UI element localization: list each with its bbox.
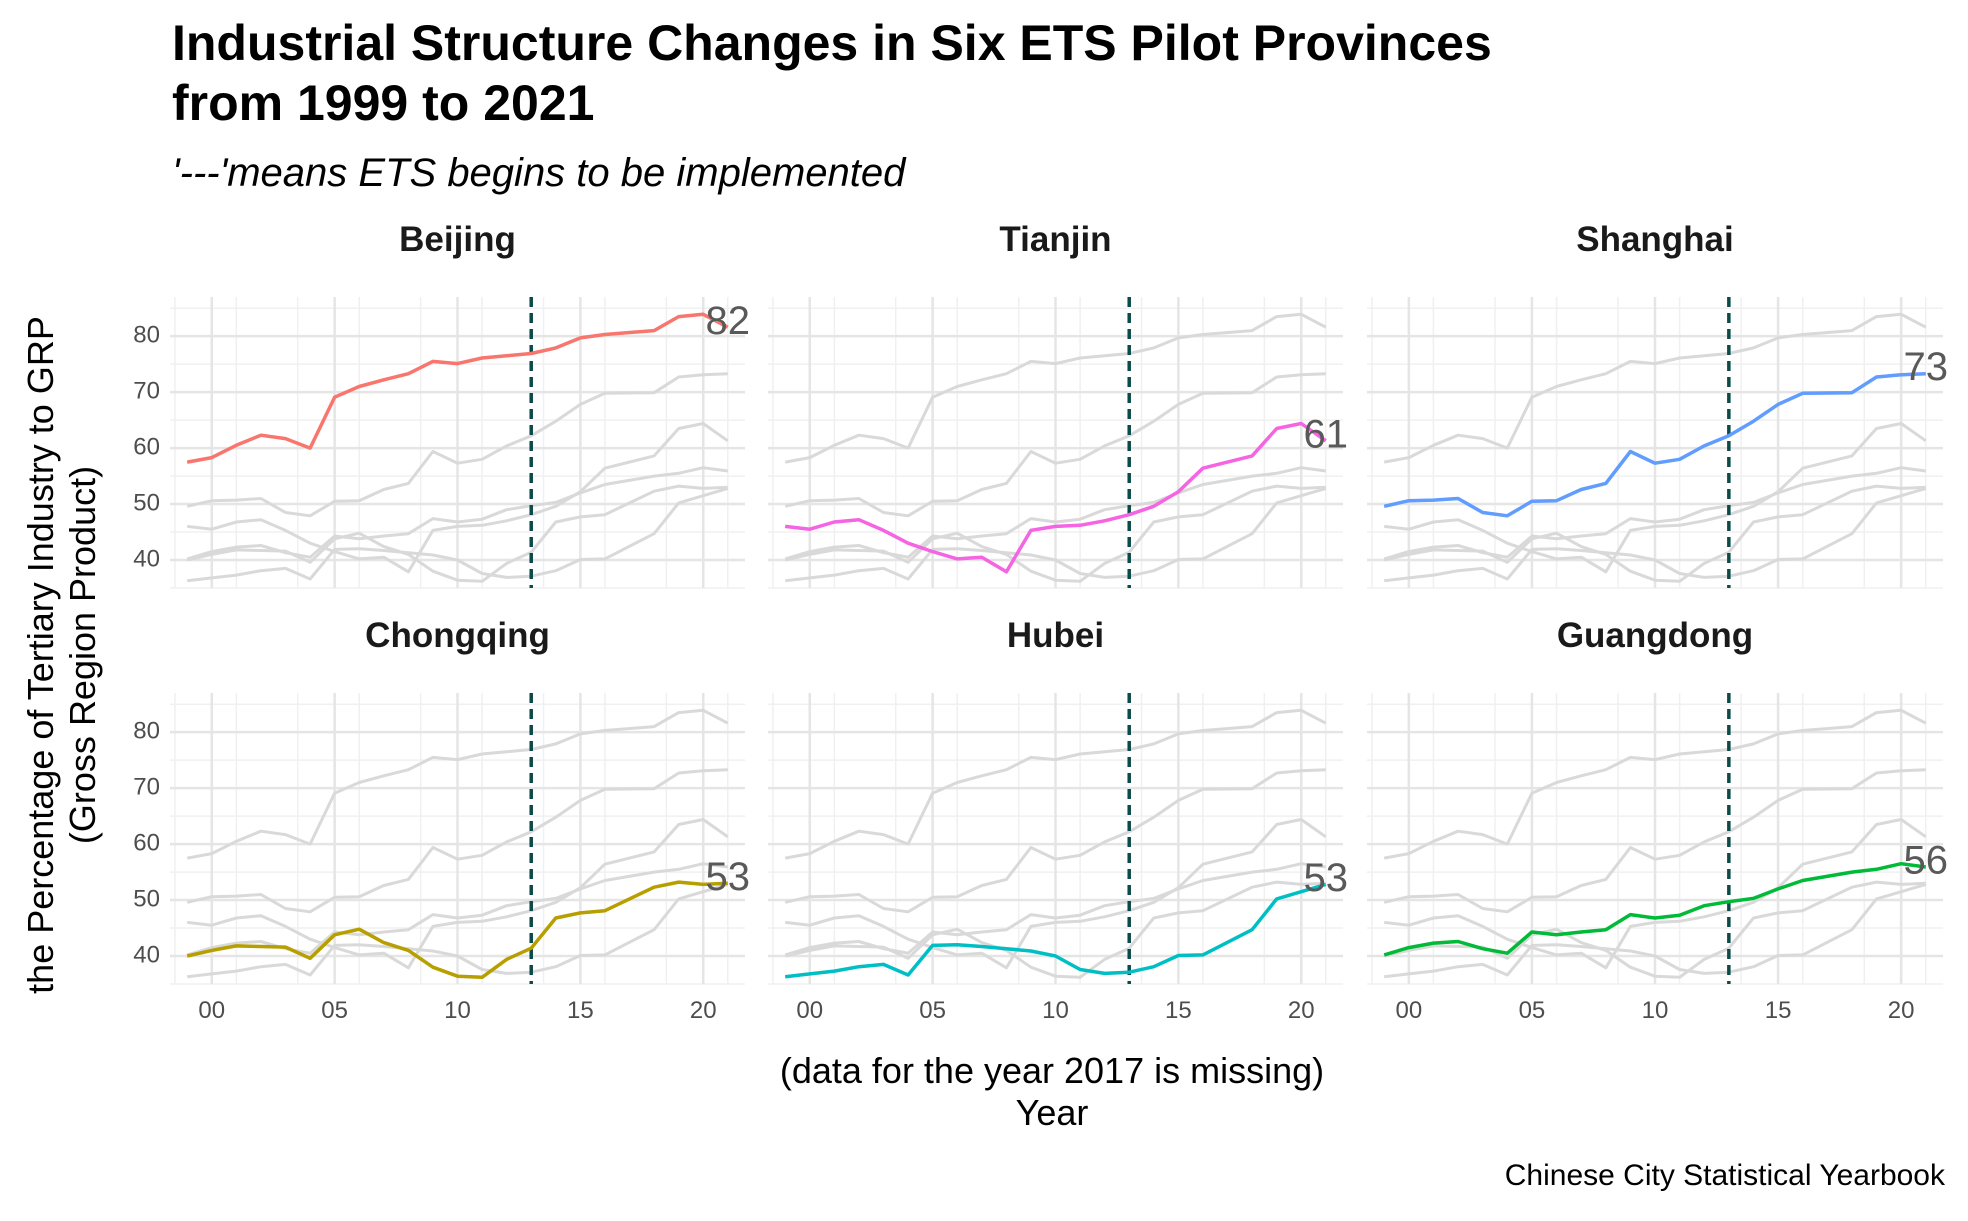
background-line-hubei [187,882,729,979]
y-axis-title-line-2: (Gross Region Product) [62,466,103,844]
background-line-beijing [784,312,1327,464]
facet-title-guangdong: Guangdong [1557,616,1753,655]
x-tick-label: 20 [1288,997,1315,1024]
panel-guangdong: 56 Guangdong 00 05 10 15 20 [1367,616,1948,1024]
x-tick-label: 00 [796,997,823,1024]
y-tick-label: 50 [133,885,160,912]
background-line-guangdong [784,466,1326,561]
series-line-tianjin [785,421,1327,574]
y-tick-label: 80 [133,718,160,745]
background-line-guangdong [186,466,728,561]
facet-title-hubei: Hubei [1007,616,1104,655]
x-tick-label: 10 [1042,997,1069,1024]
x-axis-title-line-1: (data for the year 2017 is missing) [780,1050,1324,1091]
end-label-chongqing: 53 [706,855,751,899]
series-line-shanghai [1383,371,1926,518]
background-line-chongqing [784,484,1326,583]
facet-title-shanghai: Shanghai [1576,220,1734,259]
background-line-hubei [1384,882,1927,979]
end-label-tianjin: 61 [1304,412,1349,456]
chart-title-line-1: Industrial Structure Changes in Six ETS … [172,15,1492,71]
background-line-chongqing [1383,484,1926,583]
background-line-guangdong [784,862,1326,957]
background-line-hubei [785,486,1327,583]
x-tick-label: 10 [444,997,471,1024]
background-line-tianjin [1384,422,1927,574]
background-line-beijing [186,708,729,860]
x-tick-label: 15 [567,997,594,1024]
x-axis-title-line-2: Year [1016,1092,1089,1133]
x-tick-label: 20 [1888,997,1915,1024]
x-tick-label: 15 [1165,997,1192,1024]
chart-caption: Chinese City Statistical Yearbook [1505,1159,1946,1192]
series-line-chongqing [186,880,728,980]
background-line-shanghai [1383,768,1926,914]
y-tick-label: 50 [133,489,160,516]
background-line-beijing [1383,312,1927,464]
background-line-shanghai [784,768,1326,914]
background-line-hubei [1384,486,1927,583]
facet-panels: 82 Beijing 40 50 60 70 80 61 Tianjin 73 Shanghai 53… [133,220,1948,1024]
background-line-shanghai [186,372,728,518]
facet-title-beijing: Beijing [399,220,516,259]
x-tick-label: 15 [1765,997,1792,1024]
background-line-chongqing [784,880,1326,979]
facet-title-chongqing: Chongqing [365,616,550,655]
background-line-beijing [784,708,1327,860]
panel-shanghai: 73 Shanghai [1367,220,1949,589]
y-axis-title-line-1: the Percentage of Tertiary Industry to G… [20,316,61,994]
y-tick-label: 40 [133,545,160,572]
background-line-shanghai [186,768,728,914]
background-line-chongqing [186,484,728,583]
background-line-tianjin [187,818,729,970]
y-tick-label: 80 [133,322,160,349]
x-tick-label: 20 [690,997,717,1024]
chart-title-line-2: from 1999 to 2021 [172,75,594,131]
y-tick-label: 70 [133,377,160,404]
background-line-guangdong [1383,466,1926,561]
x-tick-label: 00 [198,997,225,1024]
x-tick-label: 05 [321,997,348,1024]
background-line-tianjin [187,422,729,574]
y-tick-label: 60 [133,829,160,856]
end-label-beijing: 82 [706,299,751,343]
background-line-shanghai [784,372,1326,518]
series-line-beijing [186,312,729,464]
end-label-guangdong: 56 [1904,839,1949,883]
y-tick-label: 70 [133,773,160,800]
background-line-hubei [187,486,729,583]
background-line-tianjin [785,818,1327,970]
panel-tianjin: 61 Tianjin [768,220,1349,589]
end-label-hubei: 53 [1304,856,1349,900]
y-tick-label: 40 [133,941,160,968]
series-line-hubei [785,882,1327,979]
panel-beijing: 82 Beijing 40 50 60 70 80 [133,220,751,589]
x-tick-label: 05 [1519,997,1546,1024]
background-line-beijing [1383,708,1927,860]
x-tick-label: 10 [1642,997,1669,1024]
chart-subtitle: '---'means ETS begins to be implemented [172,151,907,195]
end-label-shanghai: 73 [1904,345,1949,389]
x-tick-label: 00 [1395,997,1422,1024]
background-line-tianjin [1384,818,1927,970]
x-tick-label: 05 [919,997,946,1024]
facet-title-tianjin: Tianjin [999,220,1111,259]
series-line-guangdong [1383,861,1927,957]
panel-chongqing: 53 Chongqing 40 50 60 70 80 00 05 10 15 20 [133,616,750,1024]
panel-hubei: 53 Hubei 00 05 10 15 20 [768,616,1348,1024]
y-tick-label: 60 [133,433,160,460]
